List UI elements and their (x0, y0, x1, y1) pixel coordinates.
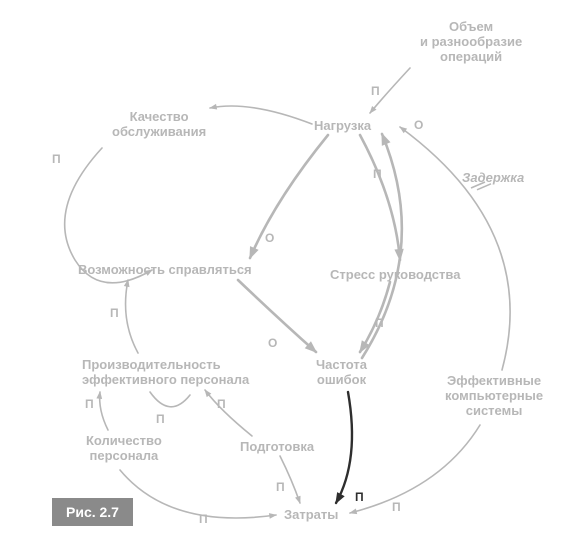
edge-label-load-cope: О (265, 231, 274, 245)
edge-eff-costs (350, 425, 480, 513)
edge-label-training-prod: П (217, 397, 226, 411)
node-cope: Возможность справляться (78, 263, 252, 278)
node-headcount: Количествоперсонала (86, 434, 162, 464)
edge-training-prod (205, 390, 252, 436)
node-errors: Частотаошибок (316, 358, 367, 388)
edge-label-volume-load: П (371, 84, 380, 98)
edge-load-cope (250, 135, 328, 258)
node-volume: Объеми разнообразиеопераций (420, 20, 522, 65)
edge-label-cope-errors: О (268, 336, 277, 350)
node-training: Подготовка (240, 440, 314, 455)
node-delay: Задержка (462, 171, 524, 186)
edge-label-prod-prod: П (156, 412, 165, 426)
edge-prod-cope (126, 280, 138, 353)
edge-label-training-costs: П (276, 480, 285, 494)
edge-label-headcount-costs: П (199, 512, 208, 526)
edge-load-stress (360, 135, 400, 260)
node-eff: Эффективныекомпьютерныесистемы (445, 374, 543, 419)
edge-eff-load (400, 127, 510, 370)
edge-headcount-prod (100, 392, 108, 430)
node-costs: Затраты (284, 508, 338, 523)
figure-caption-text: Рис. 2.7 (66, 504, 119, 520)
edge-label-errors-costs: П (355, 490, 364, 504)
node-stress: Стресс руководства (330, 268, 460, 283)
edge-label-load-stress: П (373, 167, 382, 181)
node-quality: Качествообслуживания (112, 110, 206, 140)
edge-label-prod-cope: П (110, 306, 119, 320)
node-prod: Производительностьэффективного персонала (82, 358, 249, 388)
edge-prod-prod (150, 392, 190, 407)
edge-label-eff-costs: П (392, 500, 401, 514)
node-load: Нагрузка (314, 119, 371, 134)
diagram-stage: Объеми разнообразиеопераций Качествообслу… (0, 0, 564, 543)
edge-load-quality (210, 106, 312, 124)
edge-headcount-costs (120, 470, 276, 518)
edge-errors-costs (336, 392, 352, 503)
edge-label-quality-cope: П (52, 152, 61, 166)
edge-label-stress-errors: П (375, 316, 384, 330)
edge-label-headcount-prod: П (85, 397, 94, 411)
figure-caption: Рис. 2.7 (52, 498, 133, 526)
edge-label-errors-load: О (414, 118, 423, 132)
